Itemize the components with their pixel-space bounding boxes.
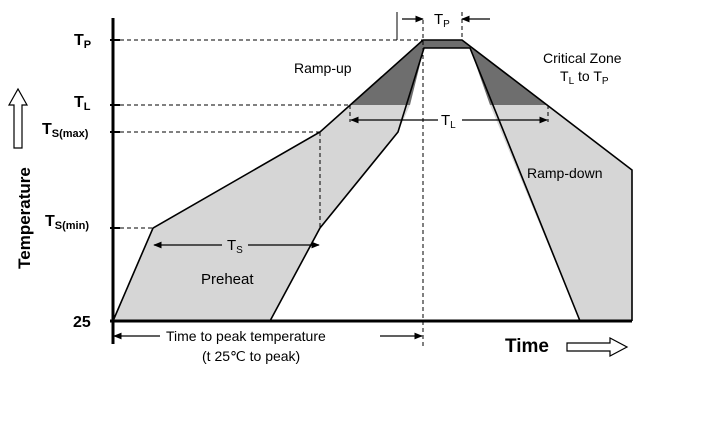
time-to-peak-label: Time to peak temperature bbox=[166, 328, 326, 344]
x-axis-label: Time bbox=[505, 336, 549, 357]
tick-ts-max: TS(max) bbox=[42, 121, 89, 140]
preheat-region bbox=[113, 228, 320, 321]
ts-interval-label: TS bbox=[227, 237, 243, 256]
time-to-peak-sublabel: (t 25℃ to peak) bbox=[202, 348, 300, 364]
tl-interval-label: TL bbox=[441, 112, 456, 131]
temperature-arrow-icon bbox=[7, 87, 29, 149]
ramp-down-label: Ramp-down bbox=[527, 165, 602, 181]
preheat-label: Preheat bbox=[201, 271, 254, 288]
y-axis-label: Temperature bbox=[15, 167, 34, 269]
tick-ts-min: TS(min) bbox=[45, 213, 89, 232]
tp-interval-label: TP bbox=[434, 11, 450, 30]
critical-zone-range: TL to TP bbox=[560, 68, 609, 87]
tick-25: 25 bbox=[73, 314, 91, 331]
tick-tp: TP bbox=[74, 32, 91, 51]
tick-tl: TL bbox=[74, 94, 91, 113]
ramp-down-region bbox=[490, 105, 632, 321]
ramp-up-label: Ramp-up bbox=[294, 60, 352, 76]
critical-zone-label: Critical Zone bbox=[543, 50, 622, 66]
time-arrow-icon bbox=[566, 337, 629, 357]
critical-zone-region bbox=[350, 40, 548, 105]
guide-lines bbox=[113, 12, 549, 348]
ramp-up-region bbox=[153, 105, 410, 228]
